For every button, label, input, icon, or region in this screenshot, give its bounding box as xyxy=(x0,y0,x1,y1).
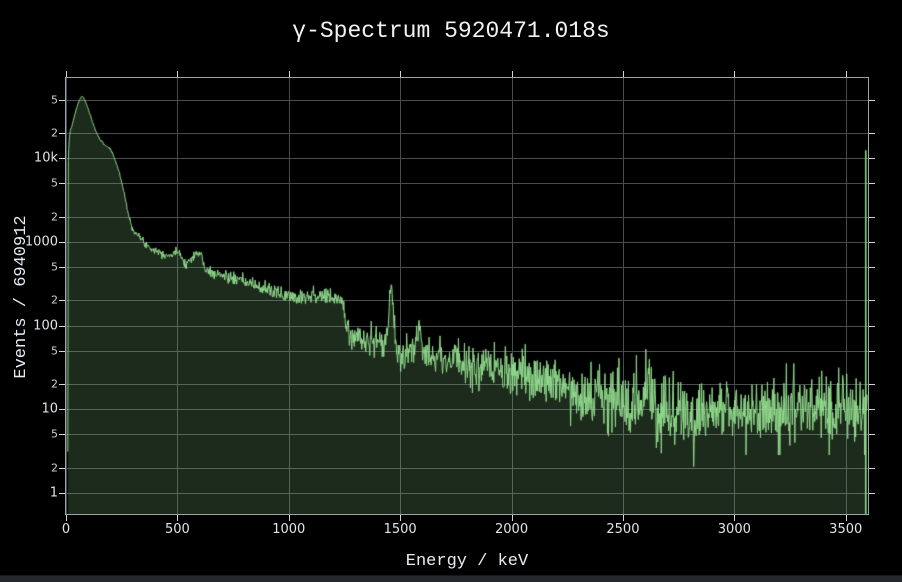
y-tick-mark-mirror xyxy=(869,216,875,218)
x-tick-label: 2000 xyxy=(495,522,529,537)
y-tick-mark xyxy=(59,492,65,494)
y-tick-label: 10 xyxy=(41,401,58,417)
x-tick-mark-mirror xyxy=(177,71,179,77)
y-tick-mark xyxy=(59,99,65,101)
y-tick-mark xyxy=(59,434,65,436)
y-tick-mark xyxy=(59,158,65,160)
y-tick-mark-mirror xyxy=(869,492,875,494)
x-tick-label: 2500 xyxy=(606,522,640,537)
y-tick-label: 2 xyxy=(51,461,58,475)
y-tick-mark-mirror xyxy=(869,384,875,386)
y-tick-label: 1 xyxy=(49,485,58,501)
x-axis-title: Energy / keV xyxy=(405,552,529,571)
y-tick-label: 5 xyxy=(51,427,58,441)
y-tick-mark xyxy=(59,216,65,218)
x-tick-mark xyxy=(845,515,847,521)
x-tick-mark xyxy=(66,515,67,521)
y-tick-mark xyxy=(59,183,65,185)
y-tick-label: 5 xyxy=(51,176,58,190)
x-tick-mark-mirror xyxy=(288,71,290,77)
x-tick-mark xyxy=(177,515,179,521)
y-tick-label: 2 xyxy=(51,293,58,307)
x-tick-mark xyxy=(622,515,624,521)
y-tick-mark-mirror xyxy=(869,467,875,469)
x-tick-label: 0 xyxy=(61,522,71,537)
x-tick-label: 1500 xyxy=(383,522,417,537)
y-tick-label: 5 xyxy=(51,260,58,274)
y-tick-mark-mirror xyxy=(869,158,875,160)
y-tick-mark-mirror xyxy=(869,434,875,436)
x-tick-mark-mirror xyxy=(400,71,402,77)
y-tick-label: 10k xyxy=(33,150,58,166)
y-tick-label: 5 xyxy=(51,93,58,107)
y-tick-mark xyxy=(59,267,65,269)
y-tick-mark xyxy=(59,467,65,469)
y-tick-mark-mirror xyxy=(869,350,875,352)
x-tick-label: 1000 xyxy=(272,522,306,537)
y-tick-mark-mirror xyxy=(869,409,875,411)
y-tick-mark-mirror xyxy=(869,133,875,135)
chart-title: γ-Spectrum 5920471.018s xyxy=(292,18,610,44)
x-tick-mark-mirror xyxy=(845,71,847,77)
y-tick-label: 5 xyxy=(51,344,58,358)
x-tick-mark-mirror xyxy=(734,71,736,77)
y-tick-mark-mirror xyxy=(869,183,875,185)
y-tick-mark xyxy=(59,325,65,327)
x-tick-mark-mirror xyxy=(66,71,67,77)
y-tick-mark-mirror xyxy=(869,325,875,327)
x-tick-label: 3000 xyxy=(717,522,751,537)
y-tick-label: 2 xyxy=(51,126,58,140)
x-tick-mark xyxy=(288,515,290,521)
taskbar-edge xyxy=(0,575,902,582)
y-tick-mark xyxy=(59,409,65,411)
y-tick-mark-mirror xyxy=(869,300,875,302)
spectrum-trace[interactable] xyxy=(66,78,868,514)
y-tick-mark xyxy=(59,300,65,302)
y-tick-mark-mirror xyxy=(869,241,875,243)
plot-area[interactable] xyxy=(65,77,869,515)
y-tick-label: 100 xyxy=(33,318,58,334)
x-tick-mark xyxy=(511,515,513,521)
x-tick-mark xyxy=(734,515,736,521)
x-tick-mark xyxy=(400,515,402,521)
y-axis-title: Events / 6940912 xyxy=(12,215,31,379)
y-tick-mark xyxy=(59,241,65,243)
y-tick-mark xyxy=(59,133,65,135)
x-tick-label: 3500 xyxy=(829,522,863,537)
y-tick-mark-mirror xyxy=(869,99,875,101)
y-tick-mark xyxy=(59,384,65,386)
y-tick-label: 2 xyxy=(51,210,58,224)
y-tick-mark xyxy=(59,350,65,352)
x-tick-mark-mirror xyxy=(511,71,513,77)
x-tick-label: 500 xyxy=(164,522,190,537)
y-tick-label: 2 xyxy=(51,377,58,391)
y-tick-label: 1000 xyxy=(24,234,58,250)
y-tick-mark-mirror xyxy=(869,267,875,269)
x-tick-mark-mirror xyxy=(622,71,624,77)
